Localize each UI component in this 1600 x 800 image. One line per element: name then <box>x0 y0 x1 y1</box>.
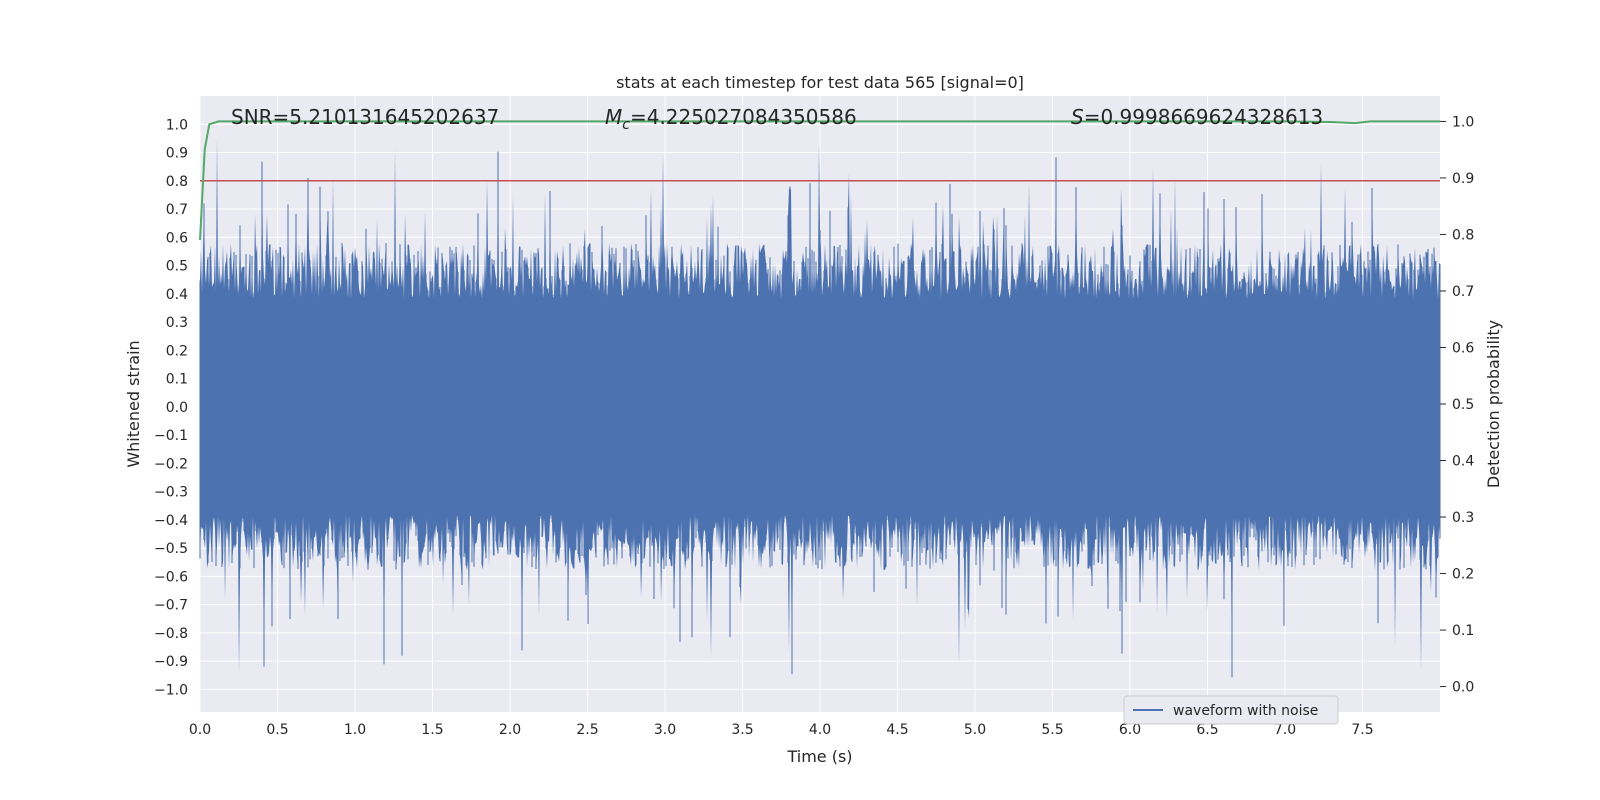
y2-tick-label: 0.7 <box>1452 284 1474 300</box>
y2-tick-label: 0.5 <box>1452 397 1474 413</box>
legend: waveform with noise <box>1123 695 1339 725</box>
legend-label-waveform: waveform with noise <box>1173 703 1318 719</box>
y-tick-label: 0.7 <box>166 202 188 218</box>
y2-tick-label: 0.6 <box>1452 340 1474 356</box>
y2-axis-ticks: 1.0 0.9 0.8 0.7 0.6 0.5 0.4 0.3 0.2 0.1 0.0 <box>1440 114 1474 696</box>
y-tick-label: −0.3 <box>154 485 188 501</box>
y-tick-label: 0.2 <box>166 343 188 359</box>
y2-tick-label: 0.8 <box>1452 227 1474 243</box>
y-axis-ticks: 1.0 0.9 0.8 0.7 0.6 0.5 0.4 0.3 0.2 0.1 0.0 −0.1 −0.… <box>154 117 188 698</box>
y2-tick-label: 0.9 <box>1452 171 1474 187</box>
x-tick-label: 2.0 <box>499 722 521 738</box>
y-tick-label: 0.1 <box>166 372 188 388</box>
y-tick-label: 0.3 <box>166 315 188 331</box>
snr-annotation: SNR=5.210131645202637 <box>231 105 499 129</box>
x-tick-label: 0.0 <box>189 722 211 738</box>
y-tick-label: −0.9 <box>154 654 188 670</box>
y-tick-label: −0.8 <box>154 626 188 642</box>
waveform-series <box>199 136 1441 678</box>
y-tick-label: 0.6 <box>166 230 188 246</box>
x-tick-label: 0.5 <box>266 722 288 738</box>
x-tick-label: 4.5 <box>886 722 908 738</box>
y-axis-label: Whitened strain <box>124 340 143 467</box>
y-tick-label: 1.0 <box>166 117 188 133</box>
y2-tick-label: 0.3 <box>1452 510 1474 526</box>
legend-box <box>1123 695 1339 725</box>
y-tick-label: 0.9 <box>166 146 188 162</box>
y-tick-label: 0.8 <box>166 174 188 190</box>
y-tick-label: 0.4 <box>166 287 188 303</box>
x-tick-label: 6.5 <box>1196 722 1218 738</box>
y-tick-label: −0.4 <box>154 513 188 529</box>
x-tick-label: 1.5 <box>421 722 443 738</box>
y2-tick-label: 0.2 <box>1452 567 1474 583</box>
y2-axis-label: Detection probability <box>1484 320 1503 488</box>
x-tick-label: 7.5 <box>1351 722 1373 738</box>
y-tick-label: −0.5 <box>154 541 188 557</box>
x-axis-ticks: 0.0 0.5 1.0 1.5 2.0 2.5 3.0 3.5 4.0 4.5 5.0 5.5 6.0 6… <box>189 722 1374 738</box>
x-tick-label: 7.0 <box>1274 722 1296 738</box>
x-axis-label: Time (s) <box>786 747 852 766</box>
detection-score-annotation: S=0.9998669624328613 <box>1071 105 1323 129</box>
y2-tick-label: 0.4 <box>1452 454 1474 470</box>
y2-tick-label: 1.0 <box>1452 114 1474 130</box>
chart-title: stats at each timestep for test data 565… <box>616 73 1024 92</box>
y-tick-label: 0.5 <box>166 259 188 275</box>
y2-tick-label: 0.1 <box>1452 623 1474 639</box>
y-tick-label: −0.2 <box>154 456 188 472</box>
overlays <box>199 120 1440 241</box>
y-tick-label: −0.7 <box>154 598 188 614</box>
detection-probability-line <box>199 120 1440 241</box>
y-tick-label: −0.6 <box>154 569 188 585</box>
chirp-mass-annotation: Mc=4.225027084350586 <box>605 105 857 133</box>
x-tick-label: 2.5 <box>576 722 598 738</box>
y-tick-label: −1.0 <box>154 682 188 698</box>
y2-tick-label: 0.0 <box>1452 680 1474 696</box>
x-tick-label: 3.5 <box>731 722 753 738</box>
x-tick-label: 6.0 <box>1119 722 1141 738</box>
y-tick-label: 0.0 <box>166 400 188 416</box>
x-tick-label: 1.0 <box>344 722 366 738</box>
x-tick-label: 5.5 <box>1041 722 1063 738</box>
y-tick-label: −0.1 <box>154 428 188 444</box>
x-tick-label: 3.0 <box>654 722 676 738</box>
x-tick-label: 5.0 <box>964 722 986 738</box>
x-tick-label: 4.0 <box>809 722 831 738</box>
